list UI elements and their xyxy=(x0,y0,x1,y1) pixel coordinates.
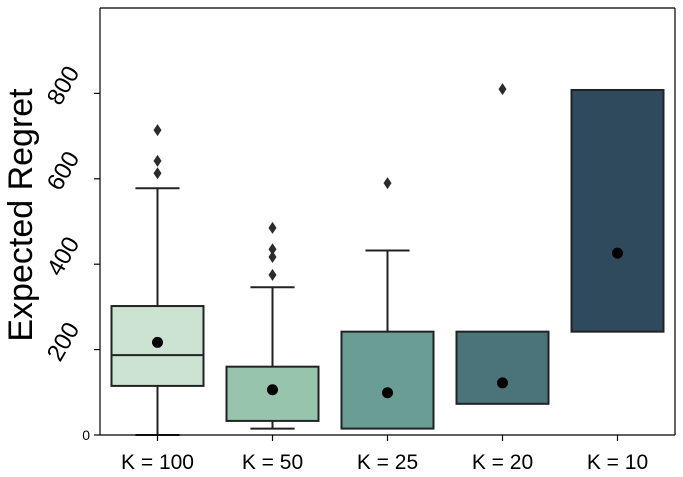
box-group xyxy=(110,124,205,436)
outlier-point xyxy=(153,167,162,180)
mean-point xyxy=(267,384,278,396)
box xyxy=(570,88,665,333)
outlier-point xyxy=(383,177,392,190)
y-tick-label: 400 xyxy=(42,232,85,280)
x-tick-label: K = 20 xyxy=(472,451,533,474)
x-tick-label: K = 50 xyxy=(242,451,303,474)
mean-point xyxy=(152,336,163,348)
mean-point xyxy=(497,377,508,389)
box-group xyxy=(340,177,435,430)
outlier-point xyxy=(268,243,277,256)
outlier-point xyxy=(268,268,277,281)
box-group xyxy=(570,88,665,333)
box xyxy=(455,330,550,405)
mean-point xyxy=(382,387,393,399)
y-axis-label: Expected Regret xyxy=(2,88,40,342)
outlier-point xyxy=(498,83,507,96)
x-tick-label: K = 10 xyxy=(587,451,648,474)
outlier-point xyxy=(268,221,277,234)
y-tick-label: 200 xyxy=(42,318,85,366)
x-tick-label: K = 100 xyxy=(121,451,194,474)
outlier-point xyxy=(153,154,162,167)
y-tick-label: 0 xyxy=(82,427,90,443)
boxes-layer xyxy=(110,83,665,436)
x-ticks: K = 100 K = 50 K = 25 K = 20 K = 10 xyxy=(121,435,648,474)
x-tick-label: K = 25 xyxy=(357,451,418,474)
y-tick-label: 800 xyxy=(42,62,85,110)
box-group xyxy=(225,221,320,430)
box xyxy=(340,330,435,430)
mean-point xyxy=(612,247,623,259)
y-ticks: 0 200 400 600 800 xyxy=(42,62,100,443)
outlier-point xyxy=(153,124,162,137)
y-tick-label: 600 xyxy=(42,147,85,195)
outlier-point xyxy=(268,250,277,263)
box-group xyxy=(455,83,550,405)
